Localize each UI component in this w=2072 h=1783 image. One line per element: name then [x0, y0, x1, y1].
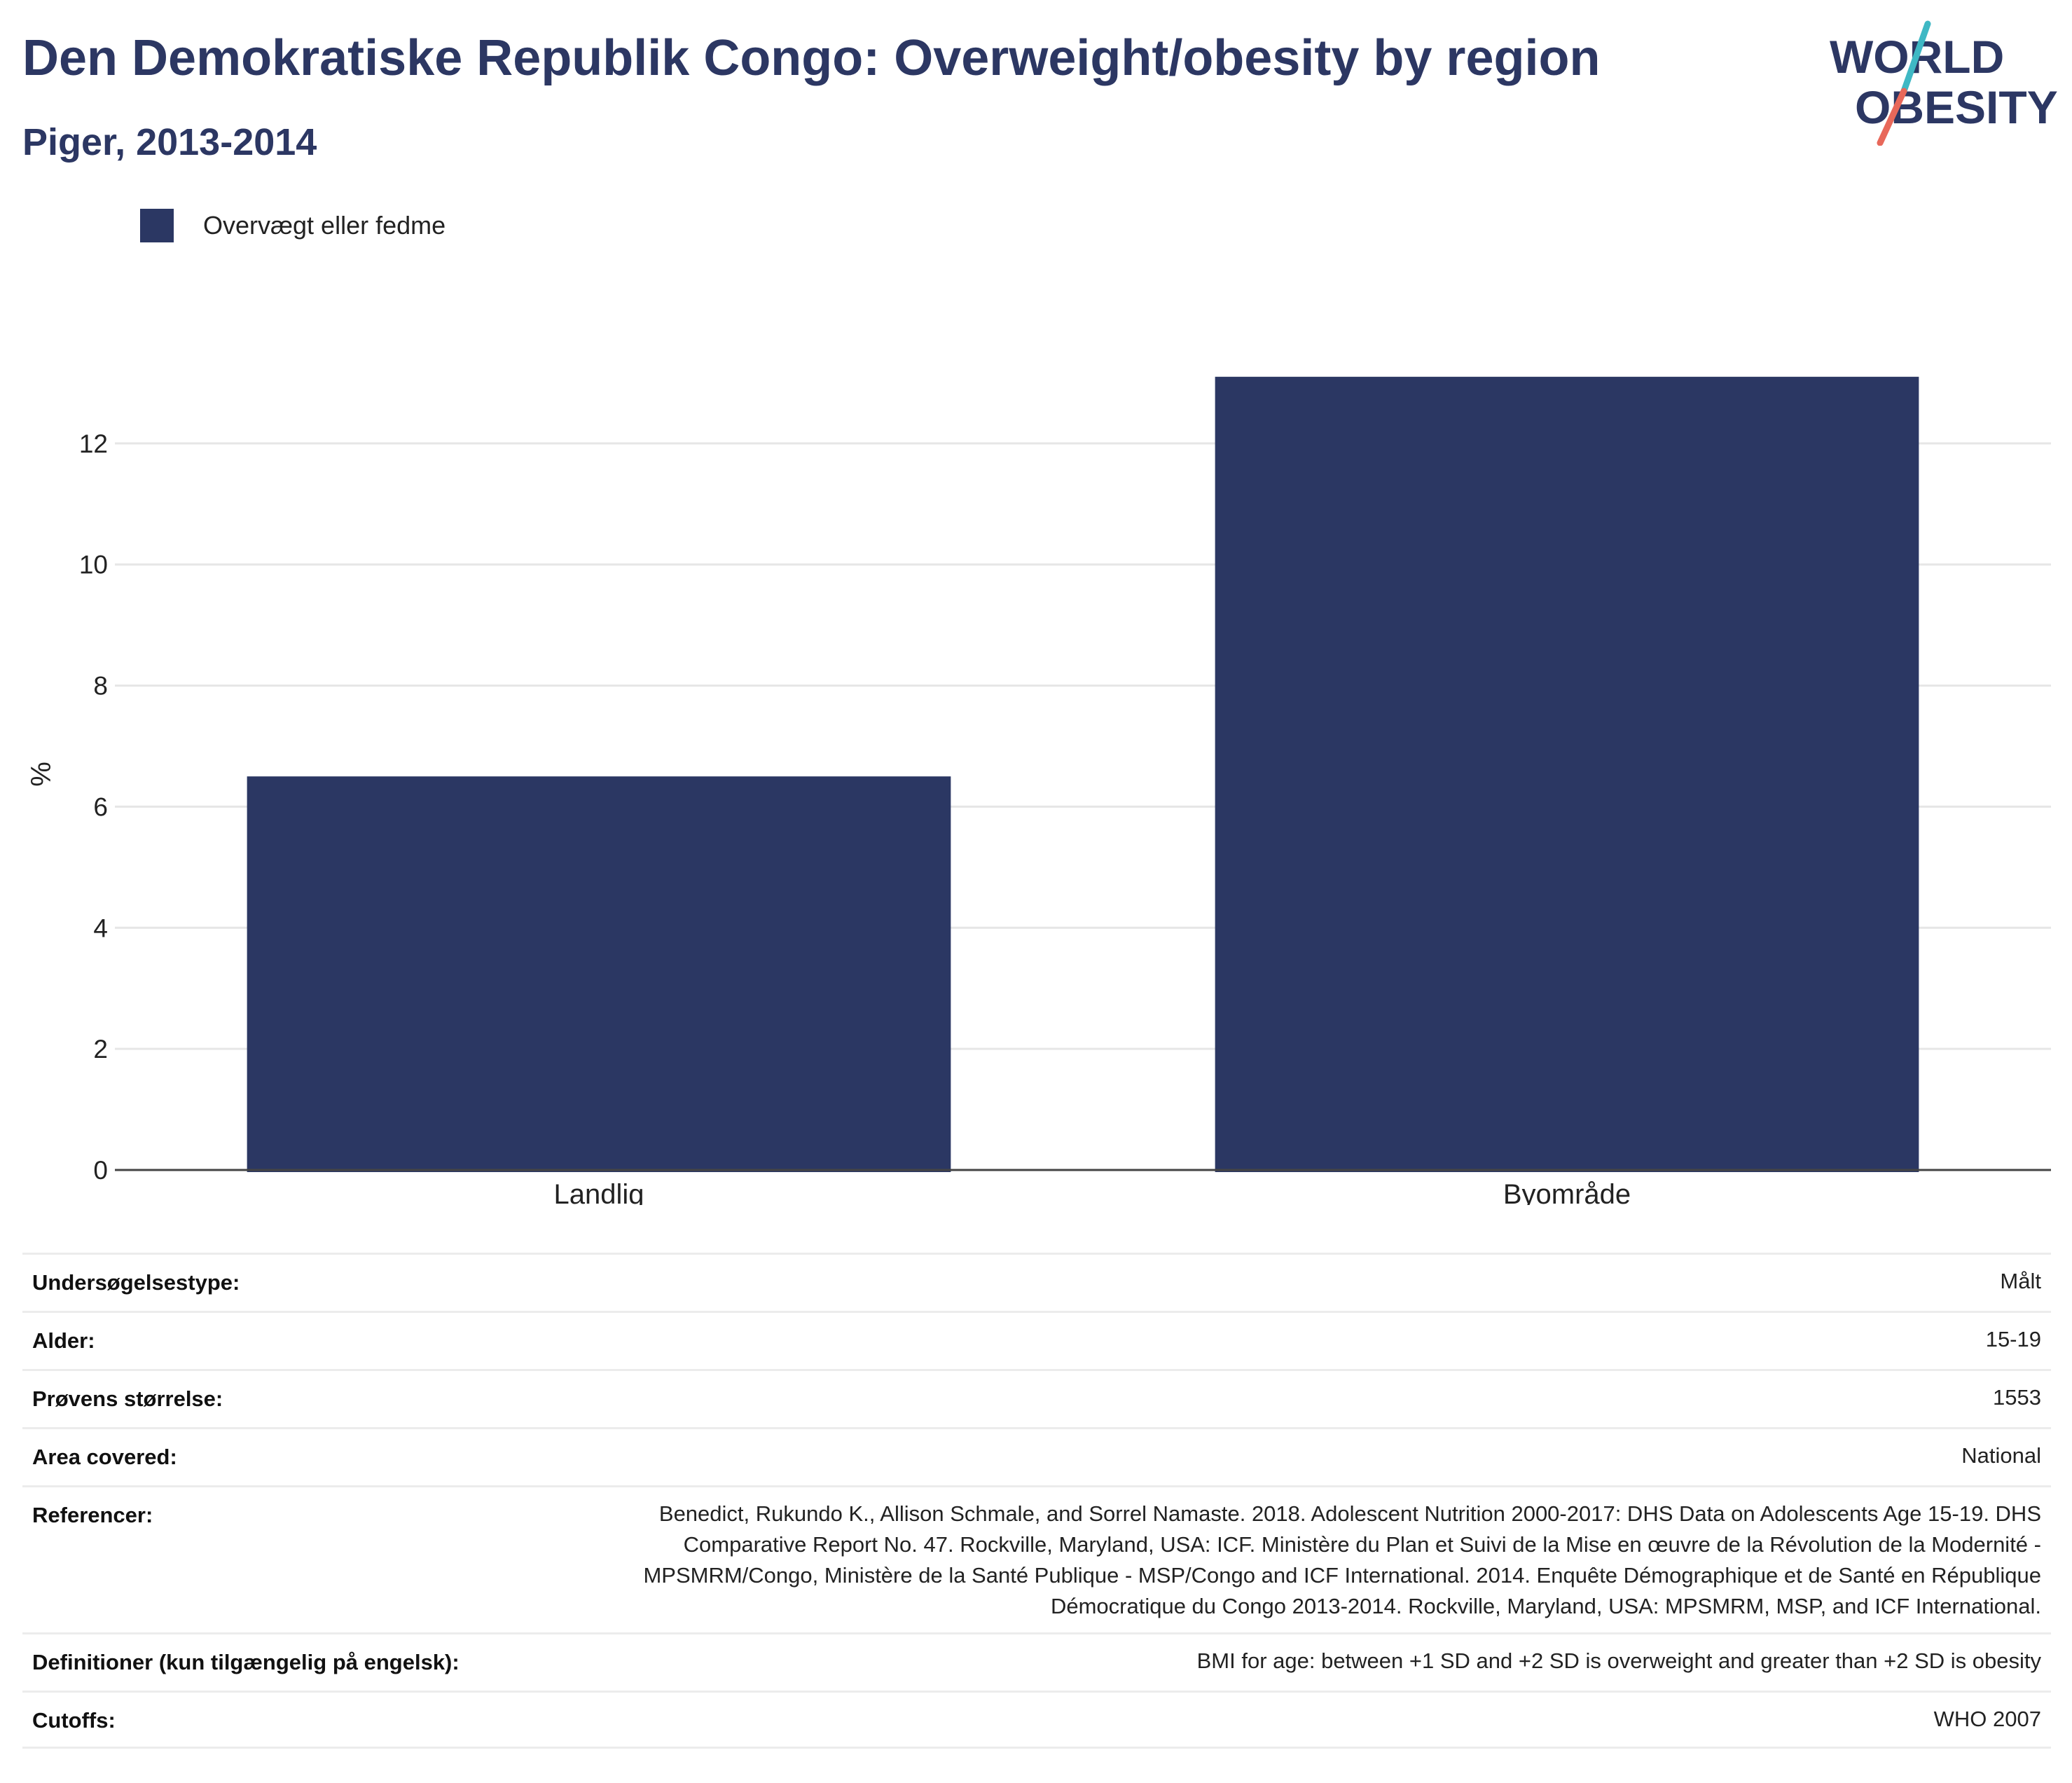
metadata-value: WHO 2007: [1933, 1707, 2041, 1731]
metadata-row: Area covered: National: [22, 1427, 2051, 1485]
metadata-row: Definitioner (kun tilgængelig på engelsk…: [22, 1632, 2051, 1691]
metadata-label: Prøvens størrelse:: [32, 1386, 223, 1411]
logo-slash-bottom: [1877, 88, 1907, 146]
metadata-value: 15-19: [1985, 1327, 2041, 1351]
y-tick-label: 6: [93, 792, 108, 821]
metadata-value: BMI for age: between +1 SD and +2 SD is …: [1196, 1648, 2041, 1673]
legend[interactable]: Overvægt eller fedme: [140, 207, 446, 244]
metadata-label: Undersøgelsestype:: [32, 1270, 240, 1295]
y-tick-label: 12: [79, 429, 108, 458]
x-tick-label: Landlig: [553, 1179, 644, 1205]
chart-subtitle: Piger, 2013-2014: [22, 121, 317, 163]
metadata-row: Cutoffs: WHO 2007: [22, 1691, 2051, 1749]
y-tick-label: 4: [93, 914, 108, 942]
metadata-label: Definitioner (kun tilgængelig på engelsk…: [32, 1650, 460, 1674]
metadata-value: Målt: [2000, 1269, 2041, 1293]
y-tick-label: 8: [93, 672, 108, 701]
metadata-row: Prøvens størrelse: 1553: [22, 1369, 2051, 1427]
legend-label: Overvægt eller fedme: [203, 211, 446, 240]
y-tick-label: 0: [93, 1156, 108, 1185]
world-obesity-logo: WORLD OBESITY: [1830, 20, 2058, 146]
metadata-label: Area covered:: [32, 1445, 177, 1469]
metadata-value: National: [1961, 1443, 2041, 1468]
y-tick-label: 10: [79, 551, 108, 579]
bar: [247, 776, 951, 1172]
metadata-row: Undersøgelsestype: Målt: [22, 1253, 2051, 1311]
bar: [1215, 376, 1919, 1173]
x-tick-label: Byområde: [1503, 1179, 1631, 1205]
logo-slash-top: [1900, 20, 1931, 95]
y-axis-title: %: [26, 762, 57, 787]
y-tick-label: 2: [93, 1035, 108, 1063]
metadata-table: Undersøgelsestype: Målt Alder: 15-19 Prøvens…: [22, 1253, 2051, 1749]
metadata-row: Alder: 15-19: [22, 1311, 2051, 1369]
metadata-value: Benedict, Rukundo K., Allison Schmale, a…: [643, 1501, 2041, 1618]
metadata-label: Referencer:: [32, 1503, 153, 1527]
metadata-label: Alder:: [32, 1328, 95, 1353]
legend-swatch: [140, 209, 174, 242]
metadata-value: 1553: [1993, 1385, 2041, 1410]
metadata-label: Cutoffs:: [32, 1708, 116, 1733]
chart-title: Den Demokratiske Republik Congo: Overwei…: [22, 30, 1601, 86]
bar-chart: 0 2 4 6 8 10 12% Landlig Byområde: [26, 376, 2051, 1205]
metadata-row: Referencer: Benedict, Rukundo K., Allison…: [22, 1485, 2051, 1632]
